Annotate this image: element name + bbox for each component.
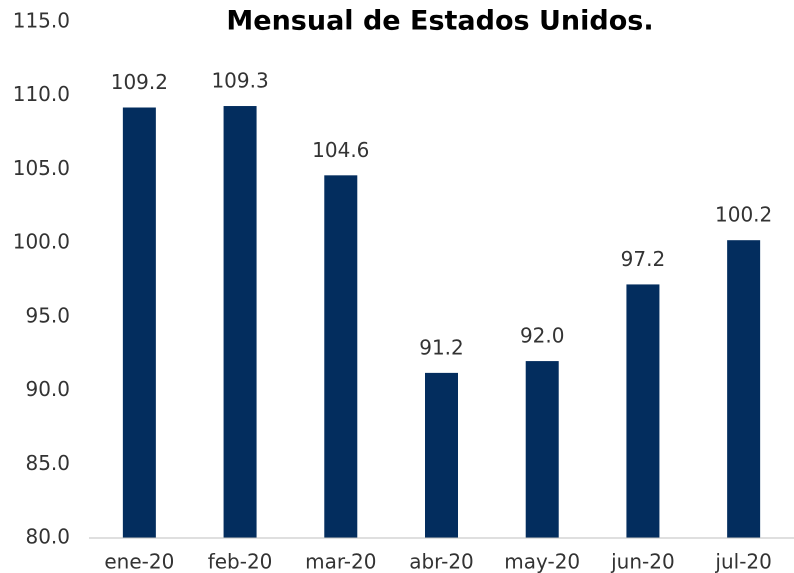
y-tick-label: 115.0 bbox=[13, 9, 70, 33]
bar bbox=[223, 106, 257, 538]
x-tick-label: jul-20 bbox=[714, 550, 771, 573]
bar bbox=[525, 361, 559, 538]
y-tick-label: 105.0 bbox=[13, 156, 70, 180]
x-tick-label: feb-20 bbox=[208, 550, 273, 573]
y-tick-label: 95.0 bbox=[25, 303, 70, 327]
data-label: 97.2 bbox=[621, 247, 666, 271]
y-tick-label: 90.0 bbox=[25, 377, 70, 401]
y-tick-label: 85.0 bbox=[25, 451, 70, 475]
bar bbox=[626, 284, 660, 538]
data-label: 104.6 bbox=[312, 138, 369, 162]
y-tick-label: 100.0 bbox=[13, 230, 70, 254]
x-tick-label: jun-20 bbox=[610, 550, 675, 573]
x-tick-label: mar-20 bbox=[305, 550, 376, 573]
bar bbox=[425, 372, 458, 538]
data-label: 91.2 bbox=[419, 335, 464, 359]
data-label: 109.3 bbox=[211, 69, 268, 93]
bar bbox=[324, 175, 358, 538]
bar bbox=[122, 107, 156, 538]
data-label: 109.2 bbox=[111, 70, 168, 94]
x-tick-label: ene-20 bbox=[104, 550, 174, 573]
chart-title: Mensual de Estados Unidos. bbox=[226, 6, 653, 37]
y-tick-label: 110.0 bbox=[13, 82, 70, 106]
x-tick-label: may-20 bbox=[504, 550, 580, 573]
bar bbox=[727, 240, 761, 539]
data-label: 92.0 bbox=[520, 324, 565, 348]
y-tick-label: 80.0 bbox=[25, 525, 70, 549]
x-tick-label: abr-20 bbox=[409, 550, 474, 573]
data-label: 100.2 bbox=[715, 203, 772, 227]
